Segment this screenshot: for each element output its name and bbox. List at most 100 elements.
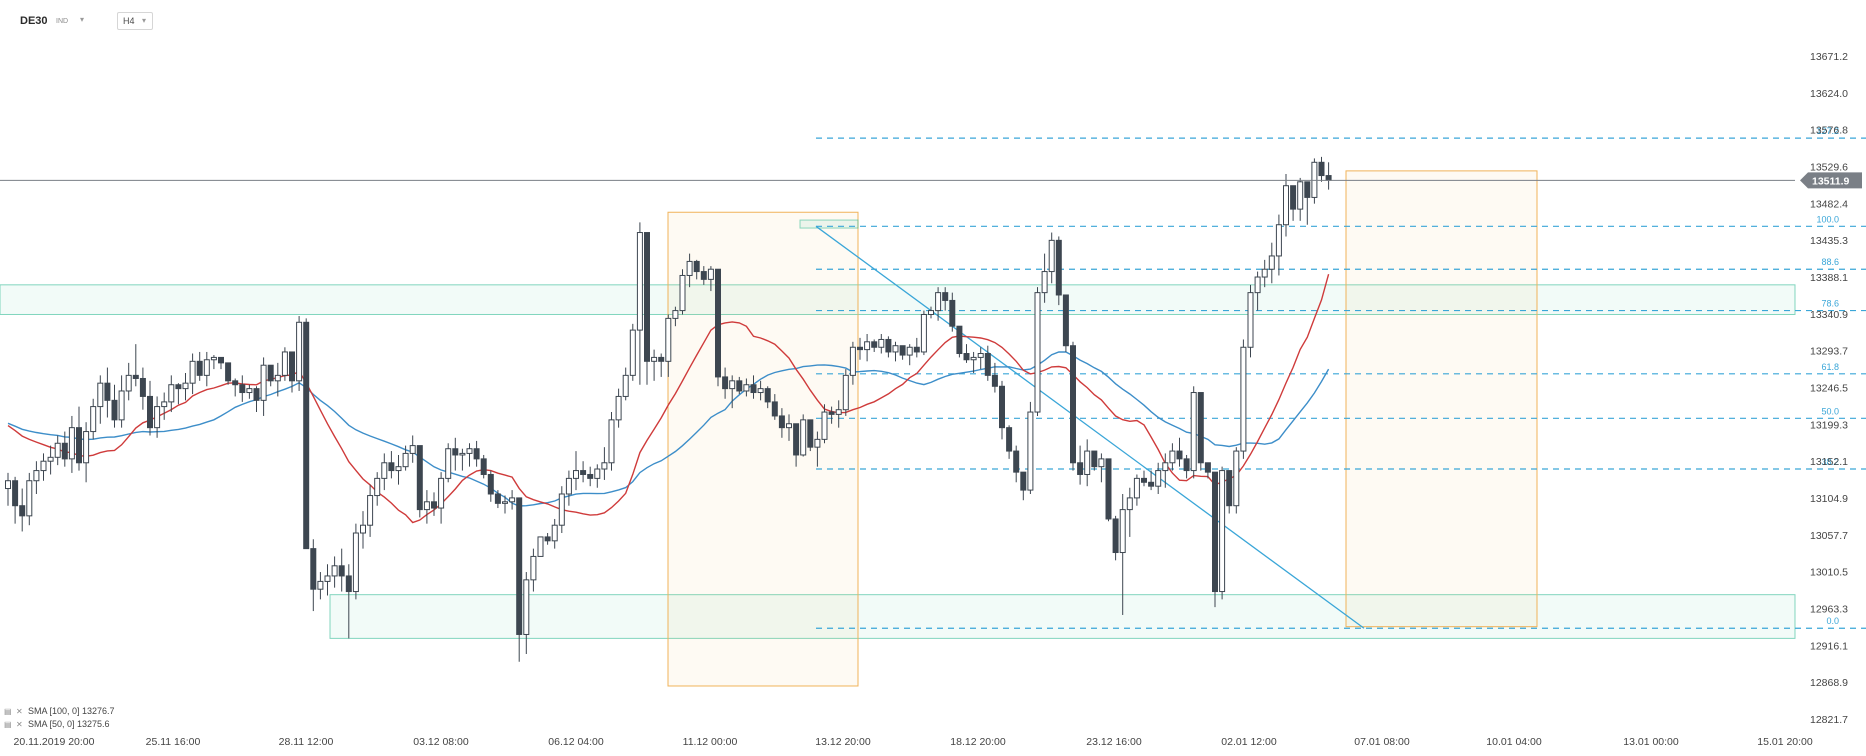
candle	[707, 266, 714, 292]
candle-body	[1261, 268, 1268, 278]
candle-body	[1169, 450, 1176, 464]
candle	[19, 488, 26, 532]
candle	[807, 419, 814, 452]
candle-body	[651, 356, 658, 362]
candle	[1048, 232, 1055, 284]
candle-body	[1162, 462, 1169, 472]
candle	[331, 556, 338, 588]
candle	[686, 253, 693, 288]
candle	[523, 572, 530, 654]
candle	[111, 384, 118, 428]
timeframe-selector[interactable]: H4 ▾	[117, 12, 153, 30]
candle	[651, 349, 658, 381]
candle	[658, 353, 665, 377]
candle-body	[40, 460, 47, 472]
candle-body	[47, 456, 54, 462]
candle	[1133, 474, 1140, 506]
candle	[168, 375, 175, 413]
candle-body	[743, 384, 750, 392]
candle	[1169, 443, 1176, 471]
candle	[984, 345, 991, 381]
candle-body	[1247, 292, 1254, 348]
chevron-down-icon[interactable]: ▾	[80, 15, 85, 24]
price-axis[interactable]: 13671.2 13624.0 13576.8 13529.6 13482.4 13435…	[1800, 51, 1862, 726]
candle	[1119, 493, 1126, 615]
candle-body	[878, 338, 885, 348]
highlight-box	[1345, 170, 1538, 628]
candle-body	[757, 388, 764, 394]
candle	[232, 378, 239, 397]
candle	[345, 564, 352, 639]
candle-body	[90, 406, 97, 433]
candle	[352, 523, 359, 600]
candle-body	[33, 470, 40, 482]
candle	[1091, 450, 1098, 471]
candle	[1070, 341, 1076, 471]
indicator-legend-sma50[interactable]: ▤ ✕ SMA [50, 0] 13275.6	[4, 719, 110, 729]
time-tick-label: 15.01 20:00	[1757, 736, 1813, 748]
candle	[267, 364, 274, 387]
price-tick-label: 13293.7	[1810, 346, 1848, 358]
indicator-label: SMA [100, 0] 13276.7	[28, 706, 115, 716]
candle-body	[502, 501, 508, 504]
candle	[225, 362, 232, 385]
candle-body	[778, 415, 785, 429]
indicator-legend-sma100[interactable]: ▤ ✕ SMA [100, 0] 13276.7	[4, 706, 115, 716]
candle	[771, 394, 778, 420]
candle-body	[189, 360, 196, 384]
candle-body	[885, 338, 892, 353]
candle-body	[707, 268, 714, 280]
fib-trend-line[interactable]	[815, 225, 1365, 629]
time-axis[interactable]: 20.11.2019 20:00 25.11 16:00 28.11 12:00 03…	[14, 736, 1813, 748]
candle-body	[402, 452, 409, 468]
candle	[672, 306, 679, 327]
candle-body	[665, 317, 672, 362]
candle	[139, 367, 146, 410]
candle	[1112, 515, 1119, 561]
price-tick-label: 13671.2	[1810, 51, 1848, 63]
candle-body	[544, 536, 551, 542]
candle-body	[338, 565, 345, 577]
symbol-label[interactable]: DE30	[20, 15, 48, 27]
fib-level-label: 78.6	[1821, 299, 1839, 309]
candle-body	[537, 536, 544, 557]
candle	[1034, 287, 1041, 416]
candle-body	[395, 466, 402, 472]
candle-body	[871, 341, 878, 348]
fib-level-label: 127.2	[1816, 126, 1839, 136]
candle	[835, 400, 842, 428]
indicator-settings-icon[interactable]: ▤	[4, 720, 12, 729]
candle-body	[807, 419, 814, 448]
candle-body	[473, 448, 480, 460]
candle-body	[587, 473, 594, 479]
candle-body	[281, 351, 288, 376]
candle	[892, 341, 899, 362]
candle	[416, 445, 423, 518]
price-zone-small	[799, 219, 859, 229]
candle-body	[516, 497, 523, 635]
candle-body	[906, 346, 913, 356]
candle	[722, 367, 729, 399]
candle-body	[19, 505, 26, 517]
indicator-settings-icon[interactable]: ▤	[4, 707, 12, 716]
candle	[757, 380, 764, 401]
candle-body	[1155, 470, 1162, 487]
candle-body	[303, 321, 310, 550]
candle	[516, 497, 523, 662]
candle-body	[139, 377, 146, 397]
fibonacci-retracement[interactable]: 127.2 100.0 88.6 78.6 61.8 50.0 38.2 0.0	[815, 126, 1866, 629]
candle-body	[374, 477, 381, 497]
candle	[47, 445, 54, 475]
candle	[459, 448, 466, 471]
candle	[991, 362, 998, 393]
candle-body	[814, 438, 821, 448]
candle	[310, 539, 317, 612]
chart-toolbar: DE30 IND ▾ H4 ▾	[0, 0, 1866, 36]
close-icon[interactable]: ✕	[16, 720, 23, 729]
close-icon[interactable]: ✕	[16, 707, 23, 716]
candle-body	[1062, 294, 1069, 347]
candle-body	[1006, 427, 1013, 452]
candle	[409, 435, 416, 463]
candle-body	[182, 382, 189, 390]
